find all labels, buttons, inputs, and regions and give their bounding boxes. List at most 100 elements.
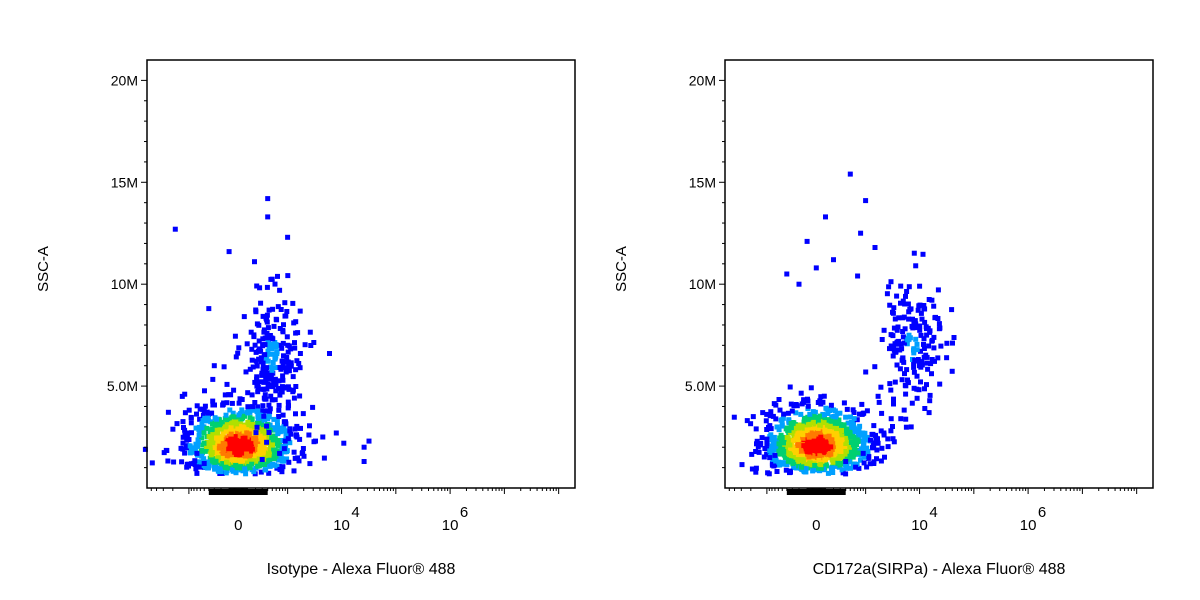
density-dot xyxy=(254,424,260,430)
density-dot xyxy=(814,454,820,460)
density-dot xyxy=(249,417,255,423)
density-dot xyxy=(284,354,290,360)
density-dot xyxy=(873,432,878,438)
density-dot xyxy=(756,449,762,455)
density-dot xyxy=(875,393,881,399)
density-dot xyxy=(236,412,242,418)
density-dot xyxy=(242,413,247,419)
density-dot xyxy=(903,424,909,430)
density-dot xyxy=(825,417,831,423)
density-dot xyxy=(888,279,894,285)
density-dot xyxy=(230,429,236,434)
data-point xyxy=(226,249,232,255)
data-point xyxy=(804,238,810,244)
density-dot xyxy=(799,457,805,463)
density-dot xyxy=(818,434,824,440)
density-dot xyxy=(859,411,865,417)
density-dot xyxy=(935,287,941,293)
data-point xyxy=(823,214,828,220)
density-dot xyxy=(816,448,821,454)
data-point xyxy=(206,306,212,312)
density-dot xyxy=(867,461,873,467)
plot-frame xyxy=(146,59,576,489)
density-dot xyxy=(238,465,244,471)
density-dot xyxy=(216,466,222,472)
density-dot xyxy=(854,437,860,443)
density-dot xyxy=(226,416,232,422)
density-dot xyxy=(904,341,910,347)
data-point xyxy=(881,430,887,436)
density-dot xyxy=(843,414,849,420)
data-point xyxy=(908,424,914,430)
density-dot xyxy=(204,440,210,445)
density-dot xyxy=(911,385,917,391)
density-dot xyxy=(174,421,180,427)
density-dot xyxy=(253,309,259,315)
density-dot xyxy=(264,284,270,290)
density-dot xyxy=(222,392,228,398)
density-dot xyxy=(914,347,920,353)
density-dot xyxy=(254,363,260,369)
density-dot xyxy=(207,447,213,453)
density-dot xyxy=(279,389,285,395)
density-dot xyxy=(197,416,203,422)
density-dot xyxy=(279,358,285,364)
density-dot xyxy=(184,445,190,451)
density-dot xyxy=(260,423,266,429)
density-dot xyxy=(803,453,809,458)
x-zero-tick-cluster xyxy=(208,489,268,495)
density-dot xyxy=(292,426,298,432)
density-dot xyxy=(902,371,907,377)
density-dot xyxy=(823,462,829,467)
density-dot xyxy=(242,439,248,445)
density-dot xyxy=(268,393,274,399)
density-dot xyxy=(260,336,266,342)
density-dot xyxy=(218,426,224,432)
density-dot xyxy=(307,461,313,467)
density-dot xyxy=(233,462,239,468)
density-dot xyxy=(241,424,247,430)
density-dot xyxy=(210,446,216,452)
density-dot xyxy=(796,425,802,431)
density-dot xyxy=(901,407,907,413)
density-dot xyxy=(911,250,917,256)
density-dot xyxy=(273,388,279,394)
density-dot xyxy=(276,407,282,413)
density-dot xyxy=(927,398,933,404)
density-dot xyxy=(245,410,251,416)
density-dot xyxy=(229,400,235,406)
density-dot xyxy=(218,435,224,441)
density-dot xyxy=(290,389,296,395)
density-dot xyxy=(244,451,250,457)
density-dot xyxy=(282,365,288,371)
density-dot xyxy=(288,363,294,369)
density-dot xyxy=(785,458,791,464)
data-point xyxy=(872,245,878,250)
density-dot xyxy=(806,454,812,460)
data-point xyxy=(914,395,920,401)
density-dot xyxy=(253,358,259,364)
density-dot xyxy=(293,367,299,373)
density-dot xyxy=(232,445,238,451)
density-dot xyxy=(770,413,776,419)
density-dot xyxy=(184,464,190,470)
density-dot xyxy=(788,421,794,426)
density-dot xyxy=(250,407,255,413)
density-dot xyxy=(249,424,255,430)
density-dot xyxy=(919,316,925,322)
density-dot xyxy=(905,337,911,343)
density-dot xyxy=(936,321,942,327)
density-dot xyxy=(900,298,906,304)
density-dot xyxy=(285,342,291,348)
y-tick-label: 20M xyxy=(111,72,138,88)
density-dot xyxy=(281,446,287,452)
density-dot xyxy=(212,454,218,460)
density-dot xyxy=(222,447,228,452)
density-dot xyxy=(780,460,786,466)
density-dot xyxy=(862,454,867,460)
data-point xyxy=(265,196,271,202)
density-dot xyxy=(921,354,927,360)
density-dot xyxy=(265,370,271,376)
density-dot xyxy=(921,303,927,308)
